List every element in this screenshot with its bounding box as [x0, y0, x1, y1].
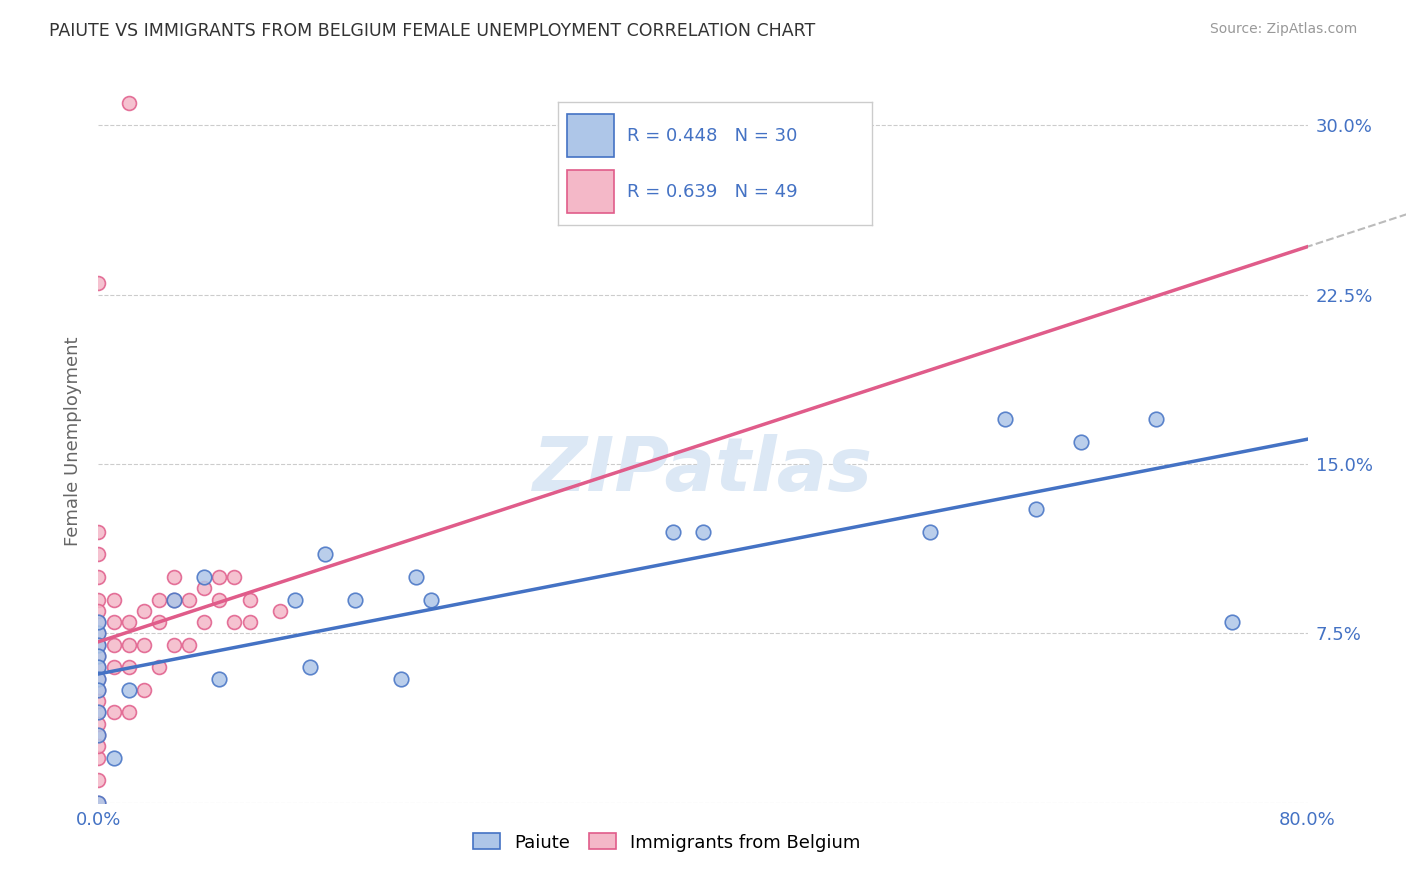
- Point: [103, 706, 125, 720]
- Point: [103, 638, 125, 652]
- Text: Source: ZipAtlas.com: Source: ZipAtlas.com: [1209, 22, 1357, 37]
- Point: [1220, 615, 1243, 630]
- Y-axis label: Female Unemployment: Female Unemployment: [63, 337, 82, 546]
- Point: [179, 638, 201, 652]
- Point: [87, 604, 110, 618]
- Point: [118, 615, 141, 630]
- Point: [87, 626, 110, 640]
- Point: [224, 615, 246, 630]
- Point: [692, 524, 714, 539]
- Point: [1024, 502, 1046, 516]
- Point: [118, 95, 141, 110]
- Point: [314, 548, 336, 562]
- Point: [87, 796, 110, 810]
- Point: [224, 570, 246, 584]
- Point: [269, 604, 291, 618]
- Point: [87, 626, 110, 640]
- Point: [87, 524, 110, 539]
- Point: [87, 694, 110, 708]
- Point: [87, 716, 110, 731]
- Point: [118, 638, 141, 652]
- Point: [87, 660, 110, 674]
- Point: [193, 570, 215, 584]
- Point: [87, 682, 110, 697]
- Point: [284, 592, 307, 607]
- Point: [1144, 412, 1167, 426]
- Point: [148, 592, 170, 607]
- Point: [118, 660, 141, 674]
- Point: [87, 570, 110, 584]
- Point: [118, 706, 141, 720]
- Point: [87, 728, 110, 742]
- Point: [163, 638, 186, 652]
- Point: [87, 672, 110, 686]
- Point: [994, 412, 1017, 426]
- Point: [163, 592, 186, 607]
- Point: [299, 660, 322, 674]
- Text: ZIPatlas: ZIPatlas: [533, 434, 873, 507]
- Point: [103, 615, 125, 630]
- Point: [87, 615, 110, 630]
- Point: [179, 592, 201, 607]
- Point: [389, 672, 412, 686]
- Point: [87, 615, 110, 630]
- Point: [420, 592, 443, 607]
- Point: [103, 750, 125, 764]
- Point: [87, 648, 110, 663]
- Point: [87, 660, 110, 674]
- Point: [103, 592, 125, 607]
- Point: [87, 728, 110, 742]
- Point: [103, 660, 125, 674]
- Point: [208, 592, 231, 607]
- Point: [132, 638, 155, 652]
- Point: [193, 615, 215, 630]
- Point: [208, 570, 231, 584]
- Point: [239, 615, 262, 630]
- Point: [87, 638, 110, 652]
- Point: [193, 582, 215, 596]
- Point: [87, 277, 110, 291]
- Point: [87, 706, 110, 720]
- Point: [148, 660, 170, 674]
- Point: [405, 570, 427, 584]
- Point: [87, 682, 110, 697]
- Point: [163, 592, 186, 607]
- Point: [87, 638, 110, 652]
- Point: [208, 672, 231, 686]
- Point: [87, 648, 110, 663]
- Point: [87, 773, 110, 788]
- Legend: Paiute, Immigrants from Belgium: Paiute, Immigrants from Belgium: [465, 826, 868, 859]
- Point: [163, 570, 186, 584]
- Point: [132, 604, 155, 618]
- Point: [118, 682, 141, 697]
- Point: [661, 524, 683, 539]
- Point: [87, 739, 110, 754]
- Point: [87, 750, 110, 764]
- Point: [344, 592, 367, 607]
- Point: [87, 672, 110, 686]
- Point: [87, 592, 110, 607]
- Point: [918, 524, 941, 539]
- Point: [148, 615, 170, 630]
- Point: [87, 796, 110, 810]
- Point: [1070, 434, 1092, 449]
- Point: [132, 682, 155, 697]
- Text: PAIUTE VS IMMIGRANTS FROM BELGIUM FEMALE UNEMPLOYMENT CORRELATION CHART: PAIUTE VS IMMIGRANTS FROM BELGIUM FEMALE…: [49, 22, 815, 40]
- Point: [87, 706, 110, 720]
- Point: [87, 548, 110, 562]
- Point: [239, 592, 262, 607]
